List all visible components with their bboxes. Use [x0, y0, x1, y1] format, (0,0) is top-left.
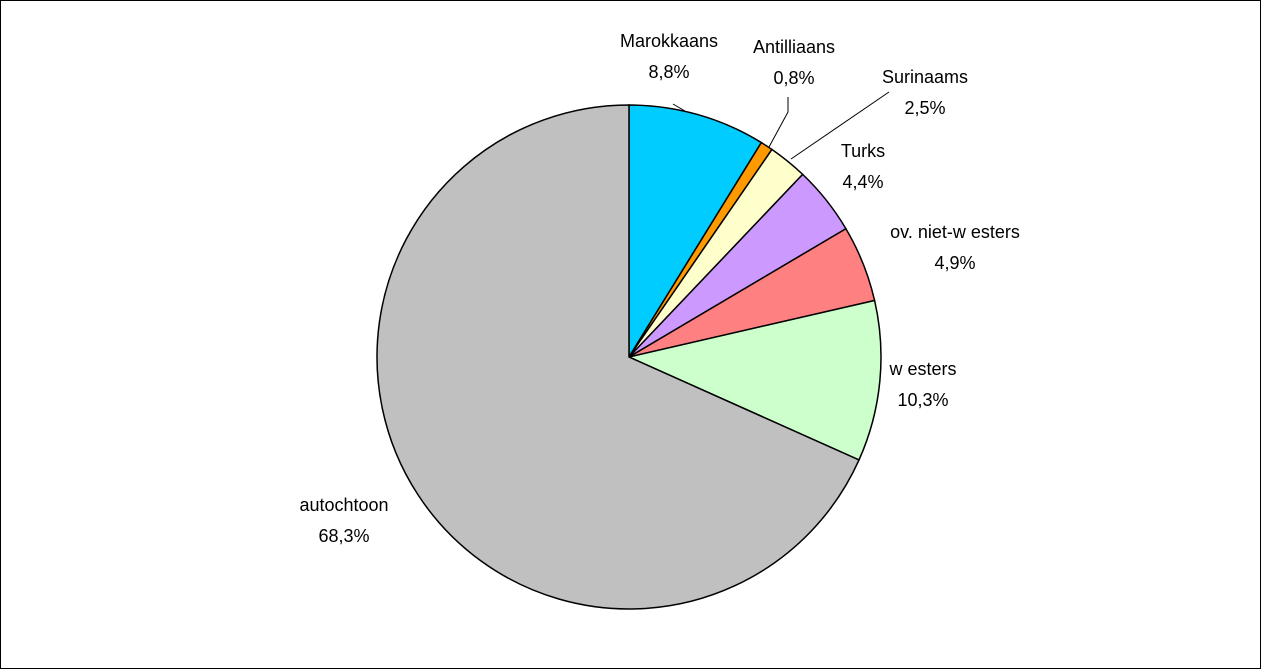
slice-name-label-ov-niet-w-esters: ov. niet-w esters — [890, 222, 1020, 242]
slice-name-label-marokkaans: Marokkaans — [620, 31, 718, 51]
slice-name-label-surinaams: Surinaams — [882, 67, 968, 87]
slice-value-label-antilliaans: 0,8% — [773, 68, 814, 88]
leader-line-marokkaans — [672, 103, 686, 112]
slice-value-label-autochtoon: 68,3% — [318, 526, 369, 546]
slice-value-label-surinaams: 2,5% — [904, 98, 945, 118]
slice-name-label-turks: Turks — [841, 141, 885, 161]
slice-value-label-turks: 4,4% — [842, 172, 883, 192]
leader-line-antilliaans — [768, 97, 789, 148]
slice-value-label-ov-niet-w-esters: 4,9% — [934, 253, 975, 273]
pie-slice-w-esters — [626, 299, 882, 461]
slice-value-label-marokkaans: 8,8% — [648, 62, 689, 82]
slice-name-label-w-esters: w esters — [888, 359, 956, 379]
pie-slice-marokkaans — [628, 104, 763, 360]
leader-line-surinaams — [790, 91, 890, 160]
slice-name-label-antilliaans: Antilliaans — [753, 37, 835, 57]
slice-value-label-w-esters: 10,3% — [897, 390, 948, 410]
slice-name-label-autochtoon: autochtoon — [299, 495, 388, 515]
pie-slice-autochtoon — [376, 104, 860, 610]
